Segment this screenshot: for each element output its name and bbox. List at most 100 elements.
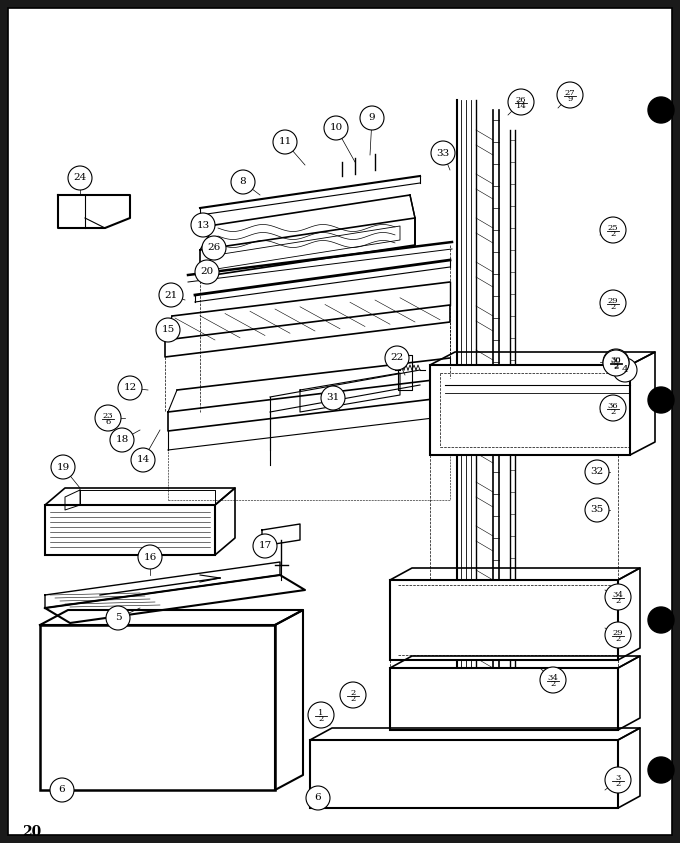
Polygon shape (310, 740, 618, 808)
Circle shape (68, 166, 92, 190)
Text: 30: 30 (611, 356, 622, 364)
Text: 34: 34 (547, 674, 558, 682)
Text: 23: 23 (103, 412, 114, 420)
Text: 2: 2 (611, 230, 615, 238)
Text: 2: 2 (350, 695, 356, 703)
Text: 20: 20 (201, 267, 214, 277)
Text: 9: 9 (369, 114, 375, 122)
Polygon shape (45, 505, 215, 555)
Circle shape (159, 283, 183, 307)
Text: 14: 14 (137, 455, 150, 464)
Circle shape (613, 358, 637, 382)
Text: 9: 9 (567, 95, 573, 103)
Text: 11: 11 (278, 137, 292, 147)
Circle shape (156, 318, 180, 342)
Circle shape (106, 606, 130, 630)
Text: 35: 35 (590, 506, 604, 514)
Circle shape (131, 448, 155, 472)
Text: 27: 27 (564, 89, 575, 97)
Circle shape (605, 622, 631, 648)
Circle shape (231, 170, 255, 194)
Text: 24: 24 (73, 174, 86, 182)
Text: 2: 2 (613, 362, 619, 370)
Text: 5: 5 (115, 614, 121, 622)
Circle shape (585, 498, 609, 522)
Text: 30: 30 (611, 357, 622, 365)
Text: 14: 14 (515, 102, 526, 110)
Circle shape (273, 130, 297, 154)
Circle shape (95, 405, 121, 431)
Circle shape (600, 395, 626, 421)
Text: 6: 6 (58, 786, 65, 794)
Text: 36: 36 (608, 402, 618, 410)
Circle shape (648, 757, 674, 783)
Circle shape (110, 428, 134, 452)
Text: 19: 19 (56, 463, 69, 471)
Circle shape (585, 460, 609, 484)
Text: 22: 22 (390, 353, 404, 362)
Circle shape (340, 682, 366, 708)
Circle shape (50, 778, 74, 802)
Circle shape (321, 386, 345, 410)
Text: 4: 4 (622, 366, 628, 374)
Text: 15: 15 (161, 325, 175, 335)
Circle shape (306, 786, 330, 810)
Circle shape (648, 97, 674, 123)
Circle shape (600, 217, 626, 243)
Text: 2: 2 (613, 363, 619, 371)
Polygon shape (430, 365, 630, 455)
Text: 6: 6 (105, 418, 111, 426)
Text: 10: 10 (329, 124, 343, 132)
Text: 2: 2 (615, 597, 621, 605)
Polygon shape (390, 668, 618, 730)
Polygon shape (390, 580, 618, 660)
Text: 8: 8 (239, 178, 246, 186)
Circle shape (191, 213, 215, 237)
Text: 20: 20 (22, 825, 41, 839)
Circle shape (202, 236, 226, 260)
Text: 26: 26 (515, 96, 526, 104)
Circle shape (648, 607, 674, 633)
Text: 17: 17 (258, 541, 271, 550)
Circle shape (308, 702, 334, 728)
Text: 12: 12 (123, 384, 137, 393)
Text: 6: 6 (315, 793, 322, 803)
Circle shape (385, 346, 409, 370)
Circle shape (138, 545, 162, 569)
Text: 32: 32 (590, 468, 604, 476)
Circle shape (540, 667, 566, 693)
Text: 2: 2 (611, 408, 615, 416)
Circle shape (253, 534, 277, 558)
Circle shape (600, 290, 626, 316)
Text: 2: 2 (615, 780, 621, 788)
Circle shape (118, 376, 142, 400)
Circle shape (324, 116, 348, 140)
Circle shape (603, 349, 629, 375)
Polygon shape (40, 625, 275, 790)
Text: 16: 16 (143, 552, 156, 561)
Text: 31: 31 (326, 394, 339, 402)
Circle shape (557, 82, 583, 108)
Text: 2: 2 (615, 635, 621, 643)
Text: 18: 18 (116, 436, 129, 444)
Circle shape (605, 584, 631, 610)
Circle shape (431, 141, 455, 165)
Text: 29: 29 (613, 629, 624, 637)
Circle shape (603, 350, 629, 376)
Text: 13: 13 (197, 221, 209, 229)
Text: 2: 2 (318, 715, 324, 723)
Circle shape (360, 106, 384, 130)
Circle shape (648, 387, 674, 413)
Text: 29: 29 (608, 297, 618, 305)
Text: 2: 2 (550, 680, 556, 688)
Text: 2: 2 (350, 689, 356, 697)
Circle shape (605, 767, 631, 793)
Circle shape (195, 260, 219, 284)
Text: 26: 26 (207, 244, 220, 253)
Text: 25: 25 (608, 224, 618, 232)
Text: 34: 34 (613, 591, 624, 599)
Text: 33: 33 (437, 148, 449, 158)
Text: 2: 2 (611, 303, 615, 311)
Circle shape (508, 89, 534, 115)
Text: 1: 1 (318, 709, 324, 717)
